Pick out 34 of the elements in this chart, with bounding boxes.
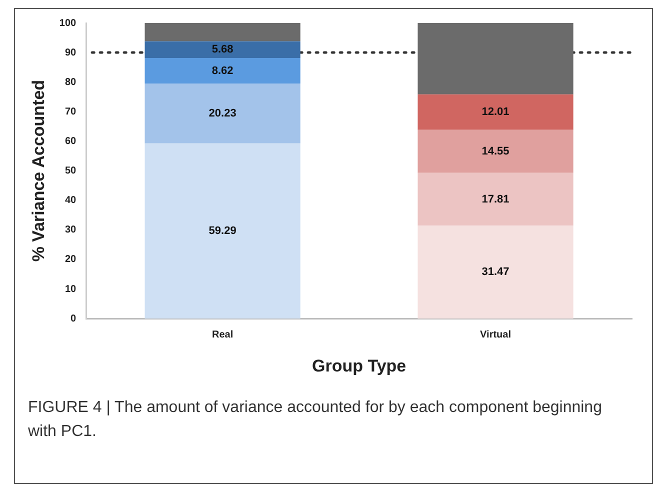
data-label: 20.23 xyxy=(208,107,236,120)
y-axis-title: % Variance Accounted xyxy=(28,80,48,262)
bar xyxy=(418,226,574,319)
data-label: 17.81 xyxy=(482,193,510,206)
bar xyxy=(418,172,574,226)
y-tick-label: 100 xyxy=(59,18,77,29)
x-tick-label: Virtual xyxy=(480,329,512,340)
y-tick-label: 20 xyxy=(64,254,77,266)
bar xyxy=(144,23,300,42)
bar xyxy=(418,94,574,130)
y-tick-label: 70 xyxy=(64,106,77,118)
x-axis-title: Group Type xyxy=(312,356,406,376)
y-tick-label: 10 xyxy=(64,284,77,295)
data-label: 14.55 xyxy=(482,145,510,158)
data-label: 5.68 xyxy=(212,44,234,56)
data-label: 31.47 xyxy=(482,266,510,278)
bar xyxy=(144,143,300,319)
bar xyxy=(418,23,574,94)
y-tick-label: 80 xyxy=(64,76,77,88)
y-tick-label: 50 xyxy=(64,166,77,177)
x-tick-label: Real xyxy=(212,329,234,340)
y-tick-label: 30 xyxy=(64,224,77,236)
data-label: 8.62 xyxy=(212,64,234,77)
y-tick-label: 40 xyxy=(64,195,77,206)
data-label: 59.29 xyxy=(208,225,236,237)
data-label: 12.01 xyxy=(482,106,510,118)
y-tick-label: 90 xyxy=(64,47,77,58)
bar xyxy=(144,41,300,58)
bar xyxy=(144,84,300,144)
caption: FIGURE 4 | The amount of variance accounted for by each component beginning with PC1. xyxy=(28,398,603,442)
bar xyxy=(418,130,574,173)
y-tick-label: 0 xyxy=(70,313,77,324)
y-tick-label: 60 xyxy=(64,136,77,147)
bar xyxy=(144,58,300,84)
